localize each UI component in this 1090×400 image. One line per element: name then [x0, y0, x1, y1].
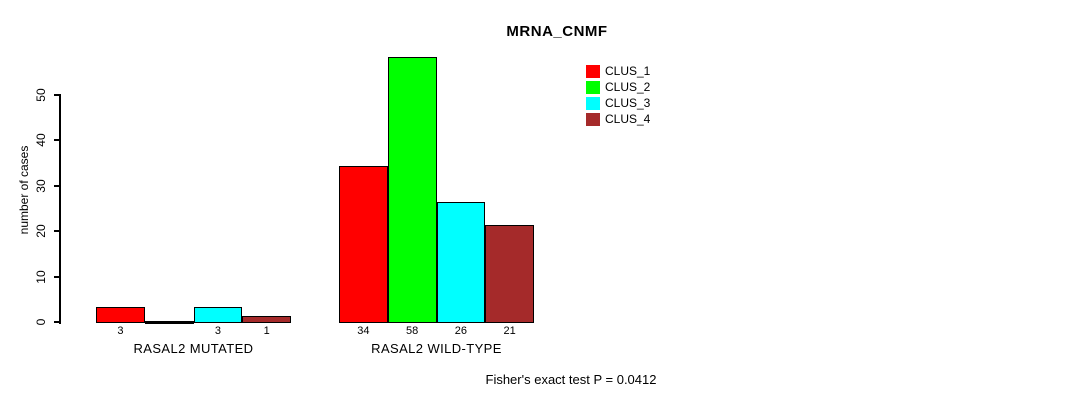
chart-title: MRNA_CNMF [506, 23, 608, 40]
y-axis-tick [54, 139, 61, 141]
y-axis-tick [54, 230, 61, 232]
legend-item: CLUS_3 [586, 95, 650, 111]
legend: CLUS_1 CLUS_2 CLUS_3 CLUS_4 [586, 63, 650, 127]
legend-label: CLUS_1 [605, 64, 651, 78]
legend-item: CLUS_1 [586, 63, 650, 79]
bar-zero-clus_2 [144, 320, 194, 324]
fisher-test-note: Fisher's exact test P = 0.0412 [485, 372, 657, 387]
legend-color-swatch [586, 80, 600, 94]
bar-value-label: 1 [263, 325, 270, 337]
legend-label: CLUS_3 [605, 96, 651, 110]
bar-value-label: 34 [357, 325, 370, 337]
legend-label: CLUS_4 [605, 112, 651, 126]
y-axis-tick-label: 0 [34, 318, 48, 326]
bar-value-label: 3 [214, 325, 221, 337]
y-axis-label: number of cases [17, 145, 31, 235]
bar-clus_2 [387, 56, 437, 324]
bar-clus_1 [96, 306, 145, 324]
y-axis-tick [54, 321, 61, 323]
bar-clus_1 [339, 165, 388, 324]
x-axis-group-label: RASAL2 MUTATED [133, 341, 254, 356]
legend-item: CLUS_2 [586, 79, 650, 95]
legend-color-swatch [586, 64, 600, 78]
y-axis-tick-label: 40 [34, 133, 48, 147]
x-axis-group-label: RASAL2 WILD-TYPE [371, 341, 502, 356]
bar-value-label: 26 [454, 325, 467, 337]
y-axis-tick [54, 275, 61, 278]
y-axis-tick [54, 93, 61, 96]
bar-clus_4 [485, 224, 534, 324]
bar-value-label: 21 [503, 325, 516, 337]
y-axis-tick-label: 30 [34, 178, 48, 193]
y-axis-tick-label: 20 [34, 224, 48, 238]
legend-label: CLUS_2 [605, 80, 651, 94]
bar-clus_3 [436, 202, 486, 324]
legend-color-swatch [586, 96, 600, 110]
bar-clus_4 [242, 315, 291, 324]
y-axis-tick [54, 184, 61, 187]
bar-value-label: 58 [406, 325, 419, 337]
y-axis-tick-label: 50 [34, 87, 48, 102]
y-axis-line [59, 93, 61, 324]
y-axis-tick-label: 10 [34, 269, 48, 284]
bar-value-label: 3 [117, 325, 124, 337]
legend-item: CLUS_4 [586, 111, 650, 127]
legend-color-swatch [586, 112, 600, 126]
bar-clus_3 [193, 306, 243, 324]
